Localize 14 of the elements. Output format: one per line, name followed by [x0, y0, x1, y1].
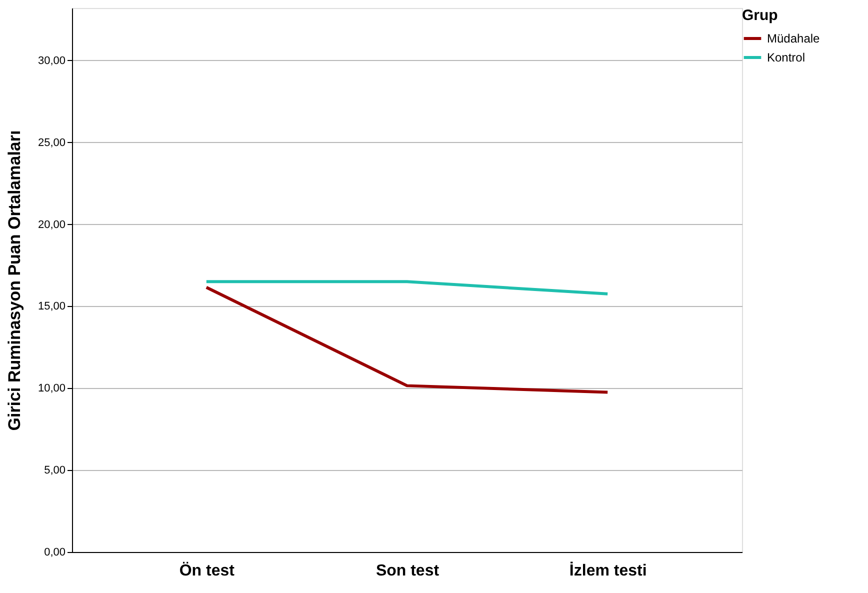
y-tick-label: 10,00 [38, 382, 66, 395]
y-tick-label: 0,00 [44, 546, 66, 558]
y-tick-label: 15,00 [38, 300, 66, 313]
legend-label: Kontrol [767, 50, 806, 64]
y-axis-title: Girici Ruminasyon Puan Ortalamaları [4, 130, 24, 431]
legend-title: Grup [742, 7, 778, 24]
y-tick-label: 20,00 [38, 218, 66, 231]
legend-label: Müdahale [767, 32, 820, 46]
x-tick-label: İzlem testi [569, 562, 647, 580]
y-tick-label: 30,00 [38, 54, 66, 67]
y-tick-label: 25,00 [38, 136, 66, 149]
x-tick-label: Son test [376, 562, 440, 580]
x-tick-label: Ön test [179, 562, 236, 580]
y-tick-label: 5,00 [44, 464, 66, 477]
